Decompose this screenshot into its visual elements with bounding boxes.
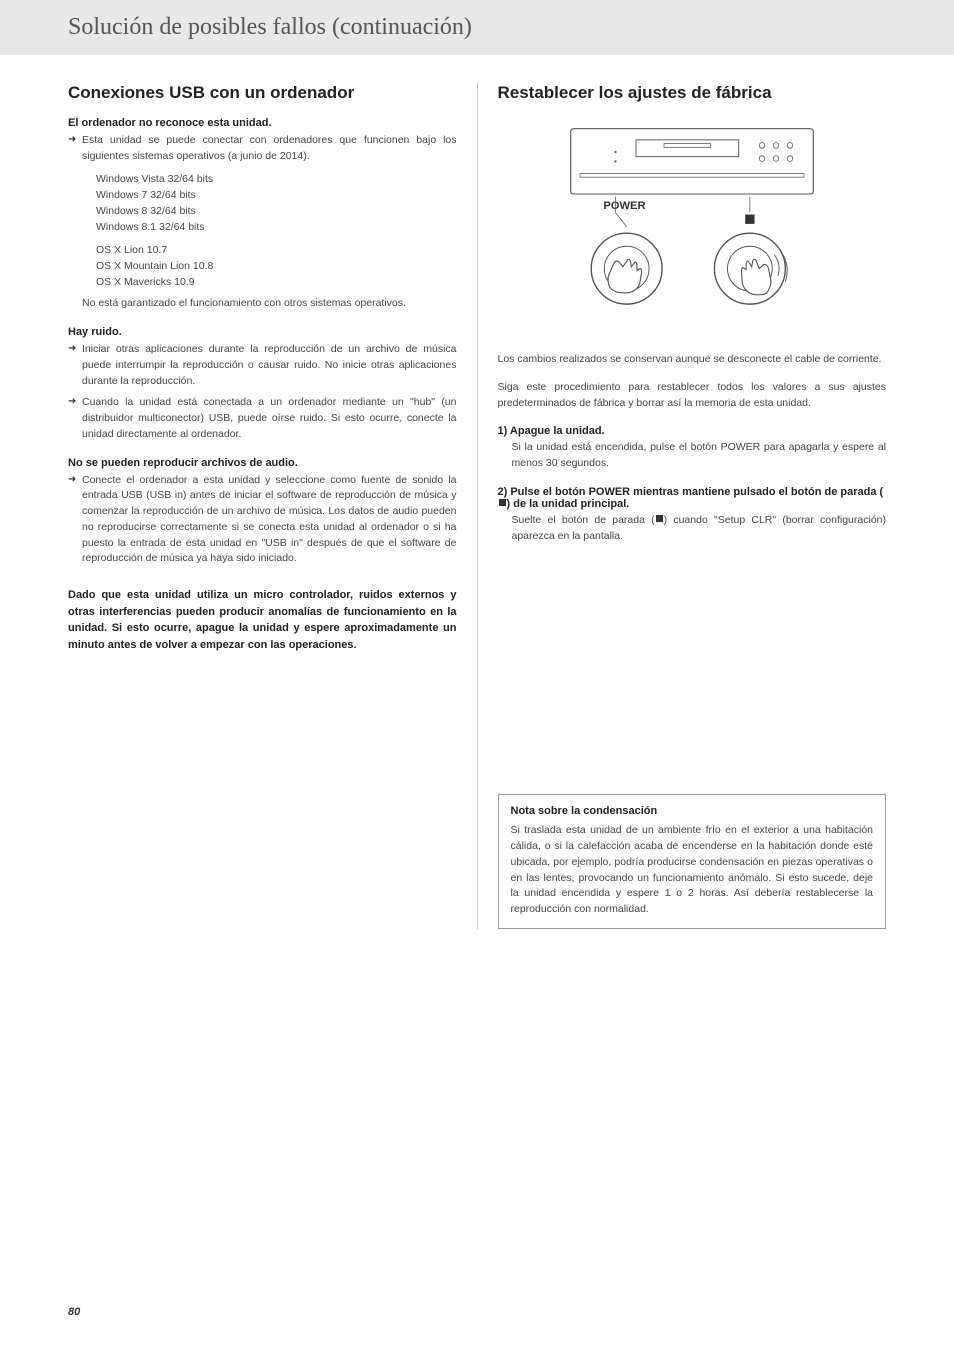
- device-illustration: POWER: [498, 117, 887, 332]
- arrow-item: ➜ Conecte el ordenador a esta unidad y s…: [68, 473, 457, 568]
- page-title: Solución de posibles fallos (continuació…: [68, 14, 954, 41]
- step-2-title-a: 2) Pulse el botón POWER mientras mantien…: [498, 486, 884, 498]
- arrow-item: ➜ Cuando la unidad está conectada a un o…: [68, 395, 457, 442]
- header-band: Solución de posibles fallos (continuació…: [0, 0, 954, 55]
- arrow-item: ➜ Iniciar otras aplicaciones durante la …: [68, 342, 457, 389]
- sub-heading-no-recognize: El ordenador no reconoce esta unidad.: [68, 117, 457, 129]
- arrow-text: Iniciar otras aplicaciones durante la re…: [82, 342, 457, 389]
- arrow-icon: ➜: [68, 133, 82, 165]
- os-item: Windows Vista 32/64 bits: [96, 171, 457, 187]
- sub-heading-no-audio: No se pueden reproducir archivos de audi…: [68, 457, 457, 469]
- step-2-title-b: ) de la unidad principal.: [507, 498, 630, 510]
- right-para-1: Los cambios realizados se conservan aunq…: [498, 352, 887, 368]
- stop-icon: [656, 515, 663, 522]
- step-1: 1) Apague la unidad. Si la unidad está e…: [498, 425, 887, 472]
- step-2-body-a: Suelte el botón de parada (: [512, 514, 655, 526]
- os-item: OS X Mavericks 10.9: [96, 274, 457, 290]
- sub-heading-noise: Hay ruido.: [68, 326, 457, 338]
- step-1-body: Si la unidad está encendida, pulse el bo…: [498, 440, 887, 472]
- arrow-icon: ➜: [68, 342, 82, 389]
- arrow-icon: ➜: [68, 473, 82, 568]
- arrow-item: ➜ Esta unidad se puede conectar con orde…: [68, 133, 457, 165]
- step-2: 2) Pulse el botón POWER mientras mantien…: [498, 486, 887, 545]
- page-number: 80: [68, 1306, 80, 1318]
- arrow-icon: ➜: [68, 395, 82, 442]
- stop-icon: [499, 499, 506, 506]
- os-item: Windows 8.1 32/64 bits: [96, 219, 457, 235]
- note-box-body: Si traslada esta unidad de un ambiente f…: [511, 823, 874, 918]
- condensation-note-box: Nota sobre la condensación Si traslada e…: [498, 794, 887, 929]
- note-box-title: Nota sobre la condensación: [511, 805, 874, 817]
- right-column: Restablecer los ajustes de fábrica: [478, 83, 887, 929]
- bold-warning-paragraph: Dado que esta unidad utiliza un micro co…: [68, 587, 457, 653]
- os-item: OS X Lion 10.7: [96, 242, 457, 258]
- os-list: Windows Vista 32/64 bits Windows 7 32/64…: [68, 171, 457, 291]
- left-section-heading: Conexiones USB con un ordenador: [68, 83, 457, 103]
- right-para-2: Siga este procedimiento para restablecer…: [498, 380, 887, 412]
- os-item: OS X Mountain Lion 10.8: [96, 258, 457, 274]
- step-1-title: 1) Apague la unidad.: [498, 425, 887, 437]
- arrow-text: Esta unidad se puede conectar con ordena…: [82, 133, 457, 165]
- device-svg: POWER: [552, 117, 832, 327]
- arrow-text: Conecte el ordenador a esta unidad y sel…: [82, 473, 457, 568]
- content-area: Conexiones USB con un ordenador El orden…: [0, 83, 954, 929]
- arrow-text: Cuando la unidad está conectada a un ord…: [82, 395, 457, 442]
- right-section-heading: Restablecer los ajustes de fábrica: [498, 83, 887, 103]
- note-after-os: No está garantizado el funcionamiento co…: [68, 296, 457, 312]
- os-item: Windows 8 32/64 bits: [96, 203, 457, 219]
- step-2-body: Suelte el botón de parada () cuando "Set…: [498, 513, 887, 545]
- os-item: Windows 7 32/64 bits: [96, 187, 457, 203]
- left-column: Conexiones USB con un ordenador El orden…: [68, 83, 478, 929]
- step-2-title: 2) Pulse el botón POWER mientras mantien…: [498, 486, 887, 510]
- power-label-text: POWER: [603, 200, 645, 212]
